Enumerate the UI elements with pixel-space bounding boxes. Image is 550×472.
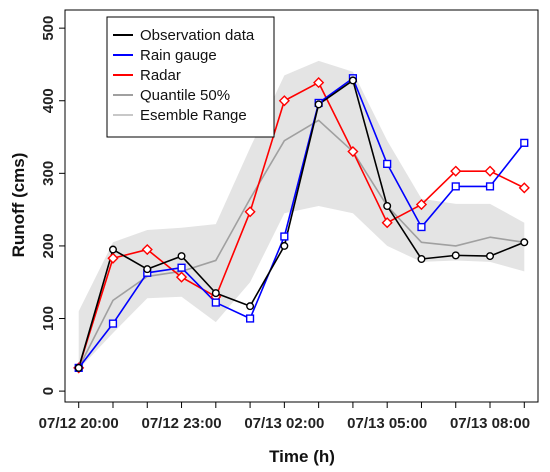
y-tick-label-200: 200	[40, 233, 57, 258]
marker-radar-2	[141, 243, 153, 256]
marker-radar-1	[107, 252, 119, 264]
marker-rain-gauge-5	[245, 314, 255, 323]
marker-radar-11	[450, 165, 462, 177]
legend: Observation data Rain gauge Radar Quanti…	[106, 16, 275, 138]
x-tick-label-1: 07/12 23:00	[141, 415, 221, 432]
series-line-observation	[77, 79, 525, 369]
x-tick-label-3: 07/13 05:00	[347, 415, 427, 432]
marker-rain-gauge-3	[177, 263, 186, 272]
x-tick-label-0: 07/12 20:00	[39, 415, 119, 432]
marker-observation-6	[280, 241, 289, 250]
marker-observation-9	[383, 201, 392, 210]
marker-rain-gauge-6	[280, 232, 289, 241]
y-tick-label-0: 0	[40, 387, 57, 395]
marker-rain-gauge-9	[383, 159, 392, 168]
marker-rain-gauge-13	[520, 138, 529, 147]
y-tick-label-100: 100	[40, 306, 57, 331]
y-tick-label-400: 400	[40, 88, 57, 113]
legend-item-observation: Observation data	[113, 27, 255, 44]
marker-observation-0	[74, 363, 83, 372]
marker-observation-4	[211, 289, 220, 298]
marker-radar-3	[175, 271, 188, 283]
axis-layer: 0 100 200 300 400 500 07/12 20:00 07/12 23:00 07…	[39, 16, 530, 432]
x-tick-label-4: 07/13 08:00	[450, 415, 530, 432]
marker-observation-12	[486, 252, 495, 261]
marker-observation-2	[143, 265, 152, 274]
series-line-radar	[77, 81, 525, 369]
marker-observation-3	[177, 252, 186, 261]
marker-rain-gauge-10	[417, 222, 426, 232]
legend-item-ensemble-range: Esemble Range	[113, 107, 247, 124]
marker-observation-10	[417, 254, 426, 263]
marker-radar-6	[278, 95, 290, 107]
legend-item-rain-gauge: Rain gauge	[113, 47, 217, 64]
legend-label-quantile: Quantile 50%	[140, 87, 230, 104]
marker-rain-gauge-11	[451, 182, 460, 191]
marker-layer	[73, 74, 530, 374]
x-axis-title: Time (h)	[269, 447, 335, 466]
y-tick-label-500: 500	[40, 16, 57, 41]
ensemble-range-layer	[78, 60, 525, 370]
series-line-quantile	[77, 119, 525, 369]
legend-item-quantile: Quantile 50%	[113, 87, 230, 104]
y-tick-label-300: 300	[40, 161, 57, 186]
series-line-rain-gauge	[78, 77, 525, 369]
marker-observation-1	[108, 245, 117, 254]
y-axis-title: Runoff (cms)	[9, 153, 28, 258]
marker-rain-gauge-4	[211, 298, 220, 307]
marker-radar-10	[415, 198, 428, 211]
marker-observation-7	[314, 100, 323, 109]
legend-label-rain-gauge: Rain gauge	[140, 47, 217, 64]
marker-radar-7	[313, 77, 325, 89]
marker-observation-8	[348, 76, 357, 85]
series-layer	[77, 77, 525, 369]
marker-observation-5	[246, 302, 255, 311]
marker-rain-gauge-12	[485, 182, 495, 191]
marker-radar-9	[381, 217, 393, 229]
marker-observation-13	[520, 238, 529, 247]
legend-label-ensemble-range: Esemble Range	[140, 107, 247, 124]
x-tick-label-2: 07/13 02:00	[244, 415, 324, 432]
legend-box	[106, 16, 275, 138]
marker-radar-8	[347, 145, 359, 158]
marker-rain-gauge-1	[108, 319, 118, 328]
marker-radar-13	[518, 182, 530, 194]
plot-frame	[64, 9, 539, 403]
ensemble-range-band	[78, 60, 525, 370]
legend-label-radar: Radar	[140, 67, 181, 84]
marker-radar-5	[244, 206, 256, 218]
legend-label-observation: Observation data	[140, 27, 255, 44]
legend-item-radar: Radar	[113, 67, 181, 84]
marker-radar-12	[484, 165, 496, 177]
marker-observation-11	[451, 251, 460, 260]
